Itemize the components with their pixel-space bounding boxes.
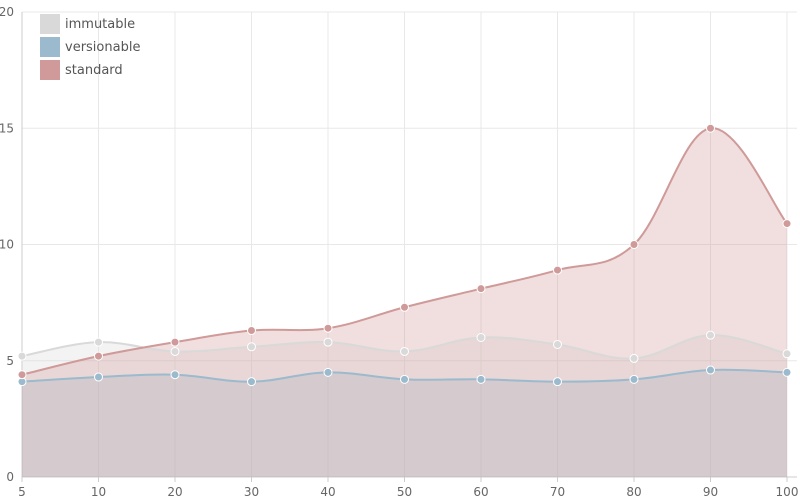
data-point-immutable[interactable] xyxy=(476,333,486,342)
data-point-immutable[interactable] xyxy=(400,346,409,356)
data-point-versionable[interactable] xyxy=(706,365,715,375)
data-point-versionable[interactable] xyxy=(476,374,486,384)
series-points xyxy=(17,123,792,387)
series-area-versionable xyxy=(22,369,787,477)
y-tick-label: 5 xyxy=(6,354,14,368)
series-area-immutable xyxy=(22,335,787,477)
data-point-immutable[interactable] xyxy=(247,342,256,352)
x-tick-label: 100 xyxy=(776,485,799,499)
data-point-standard[interactable] xyxy=(323,323,333,333)
data-point-standard[interactable] xyxy=(706,123,715,133)
x-tick-label: 20 xyxy=(167,485,182,499)
data-point-immutable[interactable] xyxy=(17,351,27,361)
data-point-immutable[interactable] xyxy=(782,349,792,359)
legend-label-versionable[interactable]: versionable xyxy=(65,40,140,55)
y-tick-label: 0 xyxy=(6,470,14,484)
data-point-standard[interactable] xyxy=(170,337,180,347)
x-tick-label: 50 xyxy=(397,485,412,499)
data-point-standard[interactable] xyxy=(476,284,486,294)
data-point-versionable[interactable] xyxy=(400,374,409,384)
legend-swatch-standard xyxy=(40,60,60,80)
legend-swatch-versionable xyxy=(40,37,60,57)
y-tick-label: 10 xyxy=(0,238,14,252)
legend-label-standard[interactable]: standard xyxy=(65,63,123,78)
data-point-immutable[interactable] xyxy=(170,346,180,356)
data-point-immutable[interactable] xyxy=(323,337,333,347)
data-point-immutable[interactable] xyxy=(629,353,639,363)
x-tick-label: 90 xyxy=(703,485,718,499)
y-tick-label: 15 xyxy=(0,121,14,135)
data-point-standard[interactable] xyxy=(17,370,27,380)
data-point-versionable[interactable] xyxy=(94,372,103,382)
data-point-standard[interactable] xyxy=(782,219,792,229)
series-areas xyxy=(22,128,787,478)
x-tick-label: 60 xyxy=(473,485,488,499)
data-point-standard[interactable] xyxy=(629,240,639,249)
data-point-versionable[interactable] xyxy=(323,367,333,377)
legend-swatch-immutable xyxy=(40,14,60,34)
data-point-versionable[interactable] xyxy=(553,377,562,387)
x-tick-label: 80 xyxy=(626,485,641,499)
y-tick-label: 20 xyxy=(0,5,14,19)
x-tick-label: 40 xyxy=(320,485,335,499)
data-point-versionable[interactable] xyxy=(170,370,180,380)
data-point-immutable[interactable] xyxy=(706,330,715,340)
data-point-standard[interactable] xyxy=(400,302,409,312)
legend: immutable versionable standard xyxy=(40,14,140,80)
x-tick-label: 5 xyxy=(18,485,26,499)
x-tick-label: 70 xyxy=(550,485,565,499)
data-point-standard[interactable] xyxy=(247,326,256,336)
data-point-immutable[interactable] xyxy=(553,339,562,349)
x-tick-label: 10 xyxy=(91,485,106,499)
legend-label-immutable[interactable]: immutable xyxy=(65,17,135,32)
series-area-standard xyxy=(22,128,787,478)
data-point-versionable[interactable] xyxy=(247,377,256,387)
series-line-standard xyxy=(21,127,788,376)
data-point-versionable[interactable] xyxy=(629,374,639,384)
x-tick-label: 30 xyxy=(244,485,259,499)
data-point-immutable[interactable] xyxy=(94,337,103,347)
data-point-standard[interactable] xyxy=(94,351,103,361)
data-point-versionable[interactable] xyxy=(782,367,792,377)
data-point-standard[interactable] xyxy=(553,265,562,275)
